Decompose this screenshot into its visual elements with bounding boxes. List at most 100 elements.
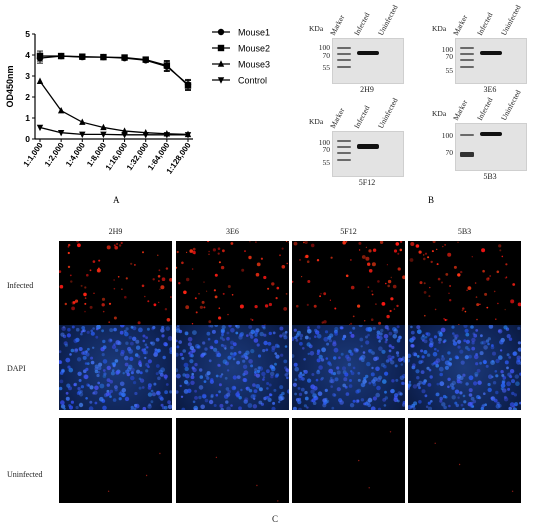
lane-label-marker: Marker	[451, 13, 470, 37]
blot-name-label: 5F12	[358, 178, 376, 187]
fluorescence-image-infected-2h9	[59, 241, 172, 326]
data-point-mouse3	[57, 106, 65, 114]
marker-band	[460, 47, 474, 49]
fluorescence-image-uninfected-5f12	[292, 418, 405, 503]
series-line-mouse2	[40, 55, 189, 86]
legend-label-control: Control	[238, 76, 267, 86]
data-point-mouse2	[184, 82, 192, 89]
data-point-mouse2	[100, 53, 107, 61]
y-tick-label: 2	[25, 92, 30, 102]
fluorescence-image-infected-5b3	[408, 241, 521, 326]
x-tick-label: 1:4,000	[64, 141, 87, 169]
marker-band	[460, 66, 474, 68]
legend-marker-mouse3	[217, 60, 225, 67]
row-label-dapi: DAPI	[7, 364, 26, 373]
lane-label-uninfected: Uninfected	[499, 3, 523, 38]
kda-label: KDa	[309, 117, 324, 126]
blot-name-label: 3E6	[483, 85, 497, 94]
mw-marker-label: 70	[445, 52, 454, 61]
data-point-mouse2	[57, 52, 65, 60]
y-axis-title: OD450nm	[5, 65, 15, 107]
data-point-mouse2	[121, 54, 128, 61]
legend-marker-mouse2	[217, 44, 225, 52]
y-tick-label: 4	[25, 50, 30, 60]
lane-label-infected: Infected	[352, 11, 372, 38]
legend-label-mouse2: Mouse2	[238, 44, 270, 54]
lane-label-infected: Infected	[352, 104, 372, 130]
column-header-3e6: 3E6	[226, 227, 239, 236]
fluorescence-image-uninfected-5b3	[408, 418, 521, 503]
data-point-control	[121, 132, 128, 139]
fluorescence-image-uninfected-3e6	[176, 418, 289, 503]
y-tick-label: 3	[25, 71, 30, 81]
data-point-control	[184, 132, 192, 139]
infected-band	[480, 51, 502, 55]
panel-c-label: C	[272, 514, 279, 524]
legend-label-mouse3: Mouse3	[238, 60, 270, 70]
od450-line-chart: 012345OD450nm1:1,0001:2,0001:4,0001:8,00…	[5, 28, 270, 176]
blot-image-3e6	[455, 38, 527, 84]
y-tick-label: 0	[25, 134, 30, 144]
lane-label-uninfected: Uninfected	[376, 96, 400, 130]
blot-image-2h9	[332, 38, 404, 84]
data-point-control	[36, 124, 44, 132]
data-point-mouse2	[79, 53, 86, 60]
legend-marker-control	[217, 77, 225, 84]
data-point-mouse2	[142, 56, 149, 63]
panel-b-label: B	[428, 195, 435, 205]
column-header-5b3: 5B3	[457, 227, 472, 236]
legend-marker-mouse1	[217, 28, 225, 36]
marker-band	[460, 53, 474, 55]
fluorescence-image-dapi-5f12	[292, 325, 405, 410]
series-line-mouse3	[39, 80, 189, 136]
blot-name-label: 5B3	[483, 172, 497, 181]
series-line-control	[39, 126, 188, 136]
y-tick-label: 5	[25, 29, 30, 39]
marker-band	[337, 53, 351, 55]
mw-marker-label: 70	[322, 51, 331, 60]
data-point-mouse2	[36, 52, 44, 60]
data-point-control	[100, 131, 107, 139]
kda-label: KDa	[432, 24, 447, 33]
row-label-infected: Infected	[7, 281, 34, 290]
marker-band	[337, 152, 351, 154]
mw-marker-label: 100	[318, 138, 330, 147]
mw-marker-label: 100	[318, 43, 330, 52]
lane-label-uninfected: Uninfected	[376, 3, 400, 38]
row-label-uninfected: Uninfected	[7, 470, 43, 479]
fluorescence-image-infected-5f12	[292, 241, 405, 326]
data-point-mouse3	[36, 77, 44, 84]
blot-image-5f12	[332, 131, 404, 177]
marker-band	[460, 59, 474, 61]
marker-band	[337, 140, 351, 142]
data-point-control	[163, 132, 171, 139]
marker-band	[337, 59, 351, 61]
data-point-mouse2	[163, 62, 171, 69]
mw-marker-label: 70	[445, 148, 454, 157]
mw-marker-label: 70	[322, 145, 331, 154]
kda-label: KDa	[309, 24, 324, 33]
data-point-mouse3	[100, 123, 107, 131]
data-point-control	[142, 132, 149, 139]
fluorescence-image-infected-3e6	[176, 241, 289, 326]
marker-band	[337, 159, 351, 161]
data-point-control	[57, 130, 65, 137]
mw-marker-label: 100	[441, 45, 453, 54]
infected-band	[357, 144, 379, 149]
data-point-mouse3	[79, 118, 86, 125]
mw-marker-label: 55	[322, 158, 331, 167]
mw-marker-label: 100	[441, 131, 453, 140]
marker-band	[337, 66, 351, 68]
fluorescence-image-dapi-5b3	[408, 325, 521, 410]
lane-label-infected: Infected	[475, 96, 495, 122]
y-tick-label: 1	[25, 113, 30, 123]
lane-label-infected: Infected	[475, 11, 495, 38]
marker-band	[460, 152, 474, 157]
lane-label-marker: Marker	[451, 98, 470, 122]
blot-image-5b3	[455, 123, 527, 171]
panel-a-label: A	[113, 195, 120, 205]
mw-marker-label: 55	[322, 63, 331, 72]
fluorescence-image-uninfected-2h9	[59, 418, 172, 503]
fluorescence-image-dapi-2h9	[59, 325, 172, 410]
lane-label-marker: Marker	[328, 106, 347, 130]
